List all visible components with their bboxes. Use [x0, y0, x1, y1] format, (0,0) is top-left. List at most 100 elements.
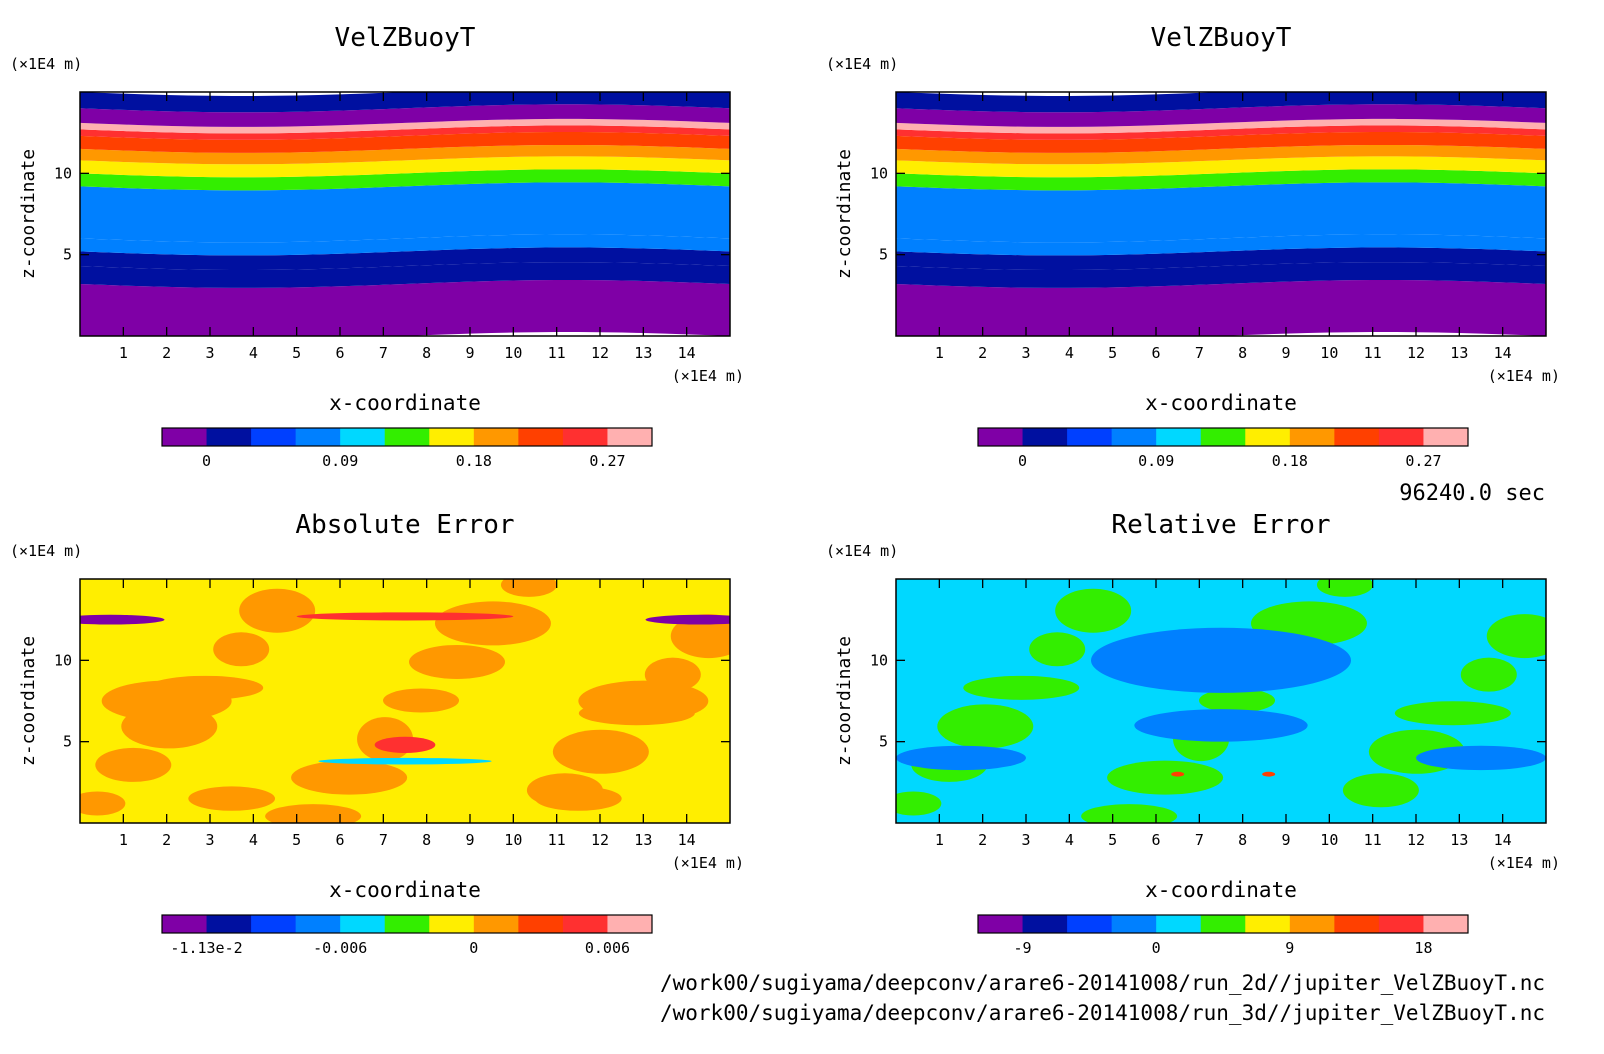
colorbar-frame: [977, 427, 1469, 447]
x-tick-label: 5: [1108, 344, 1117, 362]
colorbar-swatch: [1245, 428, 1291, 446]
x-tick-label: 7: [1195, 344, 1204, 362]
heatmap-patch: [95, 747, 172, 782]
colorbar-swatch: [340, 428, 386, 446]
x-tick-label: 2: [978, 344, 987, 362]
colorbar-label: 18: [1414, 939, 1432, 957]
heatmap-patch: [1029, 632, 1086, 667]
heatmap-band: [80, 156, 730, 178]
heatmap-band: [80, 247, 730, 271]
heatmap-patch: [963, 675, 1080, 700]
x-tick-label: 11: [1364, 344, 1382, 362]
colorbar-swatch: [251, 428, 297, 446]
y-axis-label: z-coordinate: [18, 636, 39, 766]
colorbar-label: -9: [1014, 939, 1032, 957]
colorbar-swatch: [206, 915, 252, 933]
colorbar-label: 0: [202, 452, 211, 470]
colorbar-swatch: [1334, 915, 1380, 933]
heatmap-band: [896, 169, 1546, 191]
heatmap-field: [896, 579, 1546, 823]
x-tick-label: 10: [1320, 831, 1338, 849]
heatmap-band: [896, 131, 1546, 153]
colorbar-frame: [161, 914, 653, 934]
colorbar-swatch: [1111, 915, 1157, 933]
heatmap-patch: [1342, 773, 1419, 808]
panel-title: VelZBuoyT: [335, 23, 476, 53]
x-tick-label: 12: [591, 831, 609, 849]
heatmap-field: [80, 579, 730, 823]
x-tick-label: 3: [1021, 344, 1030, 362]
y-tick-label: 10: [870, 651, 888, 669]
x-tick-label: 9: [465, 344, 474, 362]
x-tick-label: 6: [1151, 831, 1160, 849]
file-path-3d: /work00/sugiyama/deepconv/arare6-2014100…: [660, 1001, 1545, 1025]
x-tick-label: 14: [678, 344, 696, 362]
heatmap-band: [896, 182, 1546, 243]
heatmap-blob: [535, 786, 622, 811]
colorbar-swatch: [473, 428, 519, 446]
colorbar-swatch: [162, 428, 208, 446]
heatmap-band: [896, 92, 1546, 113]
heatmap-band: [80, 234, 730, 256]
heatmap-band: [896, 262, 1546, 288]
heatmap-band: [80, 92, 730, 113]
heatmap-blob: [80, 614, 165, 625]
x-tick-label: 12: [1407, 831, 1425, 849]
colorbar-swatch: [1067, 428, 1113, 446]
x-tick-label: 4: [249, 344, 258, 362]
x-tick-label: 2: [978, 831, 987, 849]
colorbar-swatch: [1289, 915, 1335, 933]
y-axis-label: z-coordinate: [834, 636, 855, 766]
colorbar-frame: [977, 914, 1469, 934]
colorbar-swatch: [562, 915, 608, 933]
x-tick-label: 11: [1364, 831, 1382, 849]
x-tick-label: 5: [292, 831, 301, 849]
heatmap-patch: [670, 614, 730, 659]
heatmap-patch: [291, 760, 408, 795]
heatmap-patch: [265, 804, 362, 823]
x-tick-label: 6: [335, 831, 344, 849]
colorbar-swatch: [429, 428, 475, 446]
x-tick-label: 4: [1065, 344, 1074, 362]
heatmap-band: [896, 247, 1546, 271]
colorbar-swatch: [384, 915, 430, 933]
panel-title: Absolute Error: [295, 510, 514, 540]
colorbar-label: 0.27: [1405, 452, 1441, 470]
axes-frame: [79, 91, 731, 337]
colorbar-label: 0.18: [1272, 452, 1308, 470]
heatmap-blob: [188, 786, 275, 811]
x-tick-label: 4: [249, 831, 258, 849]
heatmap-band: [80, 279, 730, 336]
heatmap-band: [896, 234, 1546, 256]
x-unit-label: (×1E4 m): [1488, 854, 1560, 872]
time-label: 96240.0 sec: [1399, 481, 1545, 506]
heatmap-blob: [1134, 709, 1308, 742]
heatmap-blob: [1091, 627, 1351, 693]
colorbar-swatch: [562, 428, 608, 446]
panel-title: VelZBuoyT: [1151, 23, 1292, 53]
heatmap-patch: [1460, 657, 1517, 692]
x-tick-label: 10: [504, 831, 522, 849]
heatmap-patch: [1199, 688, 1276, 713]
colorbar-swatch: [295, 915, 341, 933]
heatmap-band: [896, 125, 1546, 140]
colorbar-label: 9: [1285, 939, 1294, 957]
heatmap-blob: [578, 680, 709, 722]
y-tick-label: 10: [870, 164, 888, 182]
x-tick-label: 8: [422, 831, 431, 849]
colorbar-swatch: [978, 915, 1024, 933]
colorbar-swatch: [1200, 428, 1246, 446]
y-axis-label: z-coordinate: [834, 149, 855, 279]
x-axis-label: x-coordinate: [329, 391, 481, 415]
heatmap-patch: [80, 791, 126, 816]
colorbar-swatch: [518, 428, 564, 446]
heatmap-patch: [213, 632, 270, 667]
heatmap-blob: [318, 757, 492, 765]
y-axis-label: z-coordinate: [18, 149, 39, 279]
heatmap-field: [896, 92, 1546, 336]
x-tick-label: 1: [935, 831, 944, 849]
x-tick-label: 10: [1320, 344, 1338, 362]
heatmap-band: [80, 182, 730, 243]
